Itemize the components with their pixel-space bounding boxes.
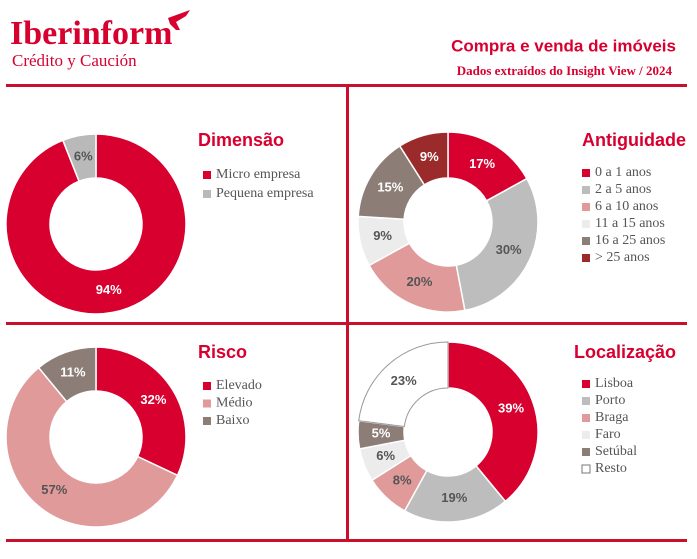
value-label: 5% — [372, 426, 391, 441]
value-label: 6% — [376, 448, 395, 463]
legend-label: Lisboa — [595, 376, 634, 391]
chart-title: Risco — [198, 342, 247, 362]
legend-label: Porto — [595, 393, 625, 408]
legend-swatch — [582, 254, 590, 262]
legend-swatch — [203, 417, 211, 425]
value-label: 17% — [469, 156, 495, 171]
legend-label: Resto — [595, 461, 627, 476]
value-label: 32% — [140, 392, 166, 407]
chart-title: Localização — [574, 342, 676, 362]
value-label: 57% — [41, 482, 67, 497]
donut-segment — [358, 341, 449, 428]
legend-swatch — [582, 380, 590, 388]
legend-swatch — [581, 464, 591, 474]
legend-label: 2 a 5 anos — [595, 182, 651, 197]
value-label: 23% — [391, 373, 417, 388]
donut-segment — [5, 133, 187, 315]
tagline: Crédito y Caución — [12, 51, 137, 70]
legend-swatch — [582, 169, 590, 177]
divider — [346, 85, 349, 541]
legend-label: 16 a 25 anos — [595, 233, 665, 248]
value-label: 11% — [60, 364, 86, 379]
donut-segment — [398, 131, 449, 186]
legend-label: 6 a 10 anos — [595, 199, 658, 214]
legend-label: Pequena empresa — [216, 186, 314, 201]
legend-label: Braga — [595, 410, 629, 425]
legend-label: > 25 anos — [595, 250, 650, 265]
value-label: 6% — [74, 149, 93, 164]
legend-swatch — [203, 190, 211, 198]
value-label: 30% — [496, 242, 522, 257]
legend-label: Médio — [216, 396, 253, 411]
legend-label: Baixo — [216, 413, 249, 428]
chart-title: Antiguidade — [582, 130, 686, 150]
value-label: 94% — [96, 282, 122, 297]
value-label: 15% — [377, 179, 403, 194]
logo: Iberinform — [10, 15, 172, 52]
legend-swatch — [203, 171, 211, 179]
value-label: 9% — [373, 228, 392, 243]
value-label: 19% — [441, 490, 467, 505]
legend-swatch — [582, 203, 590, 211]
donut-segment — [5, 366, 179, 528]
legend-label: Elevado — [216, 378, 262, 393]
legend-swatch — [203, 399, 211, 408]
value-label: 9% — [420, 149, 439, 164]
donut-segment — [455, 177, 539, 312]
donut-segment — [61, 133, 97, 183]
chart-title: Dimensão — [198, 130, 284, 150]
page-subtitle: Dados extraídos do Insight View / 2024 — [457, 63, 673, 78]
legend-label: Micro empresa — [216, 167, 301, 182]
legend-swatch — [582, 397, 590, 405]
legend-label: Setúbal — [595, 444, 637, 459]
legend-label: 0 a 1 anos — [595, 165, 651, 180]
value-label: 39% — [498, 401, 524, 416]
value-label: 20% — [406, 274, 432, 289]
donut-segment — [95, 346, 187, 477]
legend-swatch — [582, 220, 590, 228]
legend-swatch — [203, 382, 211, 390]
legend-swatch — [582, 431, 590, 439]
donut-segment — [447, 341, 539, 503]
legend-swatch — [582, 414, 590, 422]
legend-swatch — [582, 186, 590, 194]
donut-segment — [37, 346, 97, 403]
legend-swatch — [582, 448, 590, 456]
value-label: 8% — [393, 472, 412, 487]
legend-swatch — [582, 237, 590, 245]
legend-label: 11 a 15 anos — [595, 216, 665, 231]
logo-icon — [168, 10, 190, 30]
legend-label: Faro — [595, 427, 621, 442]
page-title: Compra e venda de imóveis — [451, 36, 676, 55]
